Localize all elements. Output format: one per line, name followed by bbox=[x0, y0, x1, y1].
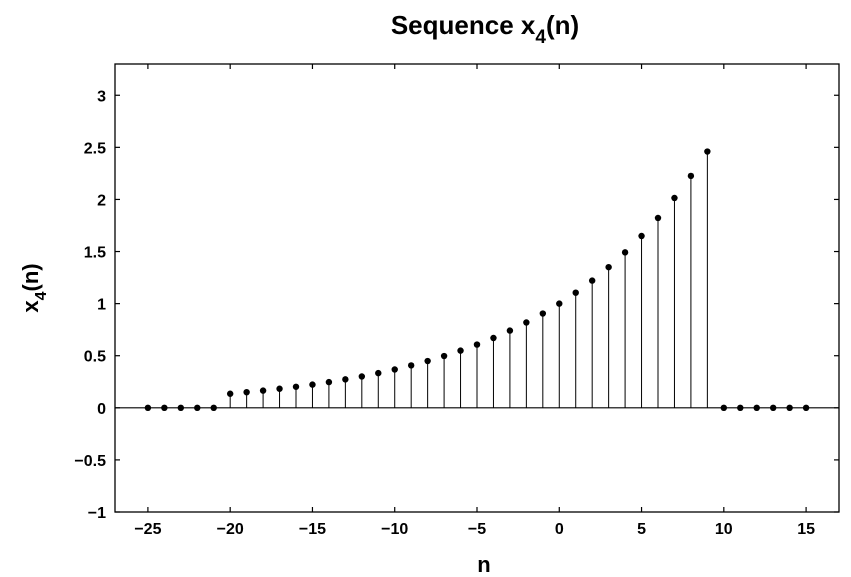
y-tick-label: 2.5 bbox=[84, 140, 106, 157]
stem-marker bbox=[457, 347, 464, 354]
x-tick-label: −10 bbox=[381, 521, 408, 538]
y-axis-label: x4(n) bbox=[18, 263, 50, 312]
x-tick-label: −15 bbox=[299, 521, 326, 538]
y-tick-label: 1 bbox=[97, 297, 106, 314]
y-tick-label: 1.5 bbox=[84, 245, 106, 262]
y-tick-label: 3 bbox=[97, 88, 106, 105]
x-tick-label: −5 bbox=[468, 521, 486, 538]
stem-marker bbox=[194, 404, 201, 412]
stem-marker bbox=[243, 388, 250, 396]
x-tick-label: 5 bbox=[637, 521, 646, 538]
stem-marker bbox=[506, 327, 514, 334]
stem-marker bbox=[292, 383, 300, 390]
markers bbox=[144, 148, 810, 412]
stems bbox=[229, 151, 708, 408]
stem-marker bbox=[621, 249, 629, 256]
stem-marker bbox=[309, 381, 316, 388]
stem-marker bbox=[720, 404, 728, 412]
stem-marker bbox=[539, 310, 547, 317]
stem-marker bbox=[440, 352, 448, 360]
x-tick-label: 0 bbox=[555, 521, 564, 538]
stem-marker bbox=[605, 263, 612, 271]
stem-marker bbox=[769, 404, 777, 412]
stem-marker bbox=[424, 357, 431, 365]
stem-marker bbox=[391, 366, 398, 373]
stem-marker bbox=[687, 172, 695, 180]
plot-area bbox=[114, 63, 840, 513]
chart-title: Sequence x4(n) bbox=[391, 10, 579, 48]
stem-marker bbox=[802, 404, 810, 412]
x-axis-label: n bbox=[477, 552, 490, 577]
x-tick-label: −20 bbox=[217, 521, 244, 538]
stem-marker bbox=[325, 378, 333, 386]
stem-marker bbox=[210, 404, 217, 412]
stem-marker bbox=[572, 289, 579, 296]
stem-marker bbox=[737, 404, 744, 412]
stem-marker bbox=[226, 390, 234, 397]
stem-marker bbox=[753, 404, 760, 412]
stem-marker bbox=[342, 376, 349, 383]
stem-marker bbox=[276, 385, 283, 392]
stem-marker bbox=[786, 404, 793, 412]
y-tick-label: 0 bbox=[97, 401, 106, 418]
x-tick-label: 15 bbox=[797, 521, 815, 538]
x-tick-label: −25 bbox=[134, 521, 161, 538]
stem-marker bbox=[588, 277, 596, 284]
y-tick-label: −1 bbox=[88, 505, 106, 522]
y-tick-label: −0.5 bbox=[74, 453, 106, 470]
stem-marker bbox=[144, 404, 152, 412]
stem-marker bbox=[556, 300, 563, 307]
stem-marker bbox=[490, 334, 497, 342]
stem-marker bbox=[473, 341, 481, 348]
stem-marker bbox=[523, 319, 530, 326]
stem-marker bbox=[654, 214, 662, 222]
stem-marker bbox=[358, 373, 366, 380]
stem-marker bbox=[671, 194, 678, 202]
stem-marker bbox=[704, 148, 711, 155]
stem-marker bbox=[177, 404, 185, 412]
stem-marker bbox=[407, 362, 415, 369]
y-tick-label: 0.5 bbox=[84, 349, 106, 366]
stem-marker bbox=[638, 232, 645, 240]
stem-marker bbox=[375, 369, 382, 377]
stem-marker bbox=[259, 387, 267, 394]
x-tick-label: 10 bbox=[715, 521, 733, 538]
stem-marker bbox=[161, 404, 168, 412]
y-tick-label: 2 bbox=[97, 192, 106, 209]
tick-labels: −25 −20 −15 −10 −5 0 5 10 15 −1 −0.5 0 0.5 1 1.5 2 2.5 3 bbox=[74, 88, 815, 538]
